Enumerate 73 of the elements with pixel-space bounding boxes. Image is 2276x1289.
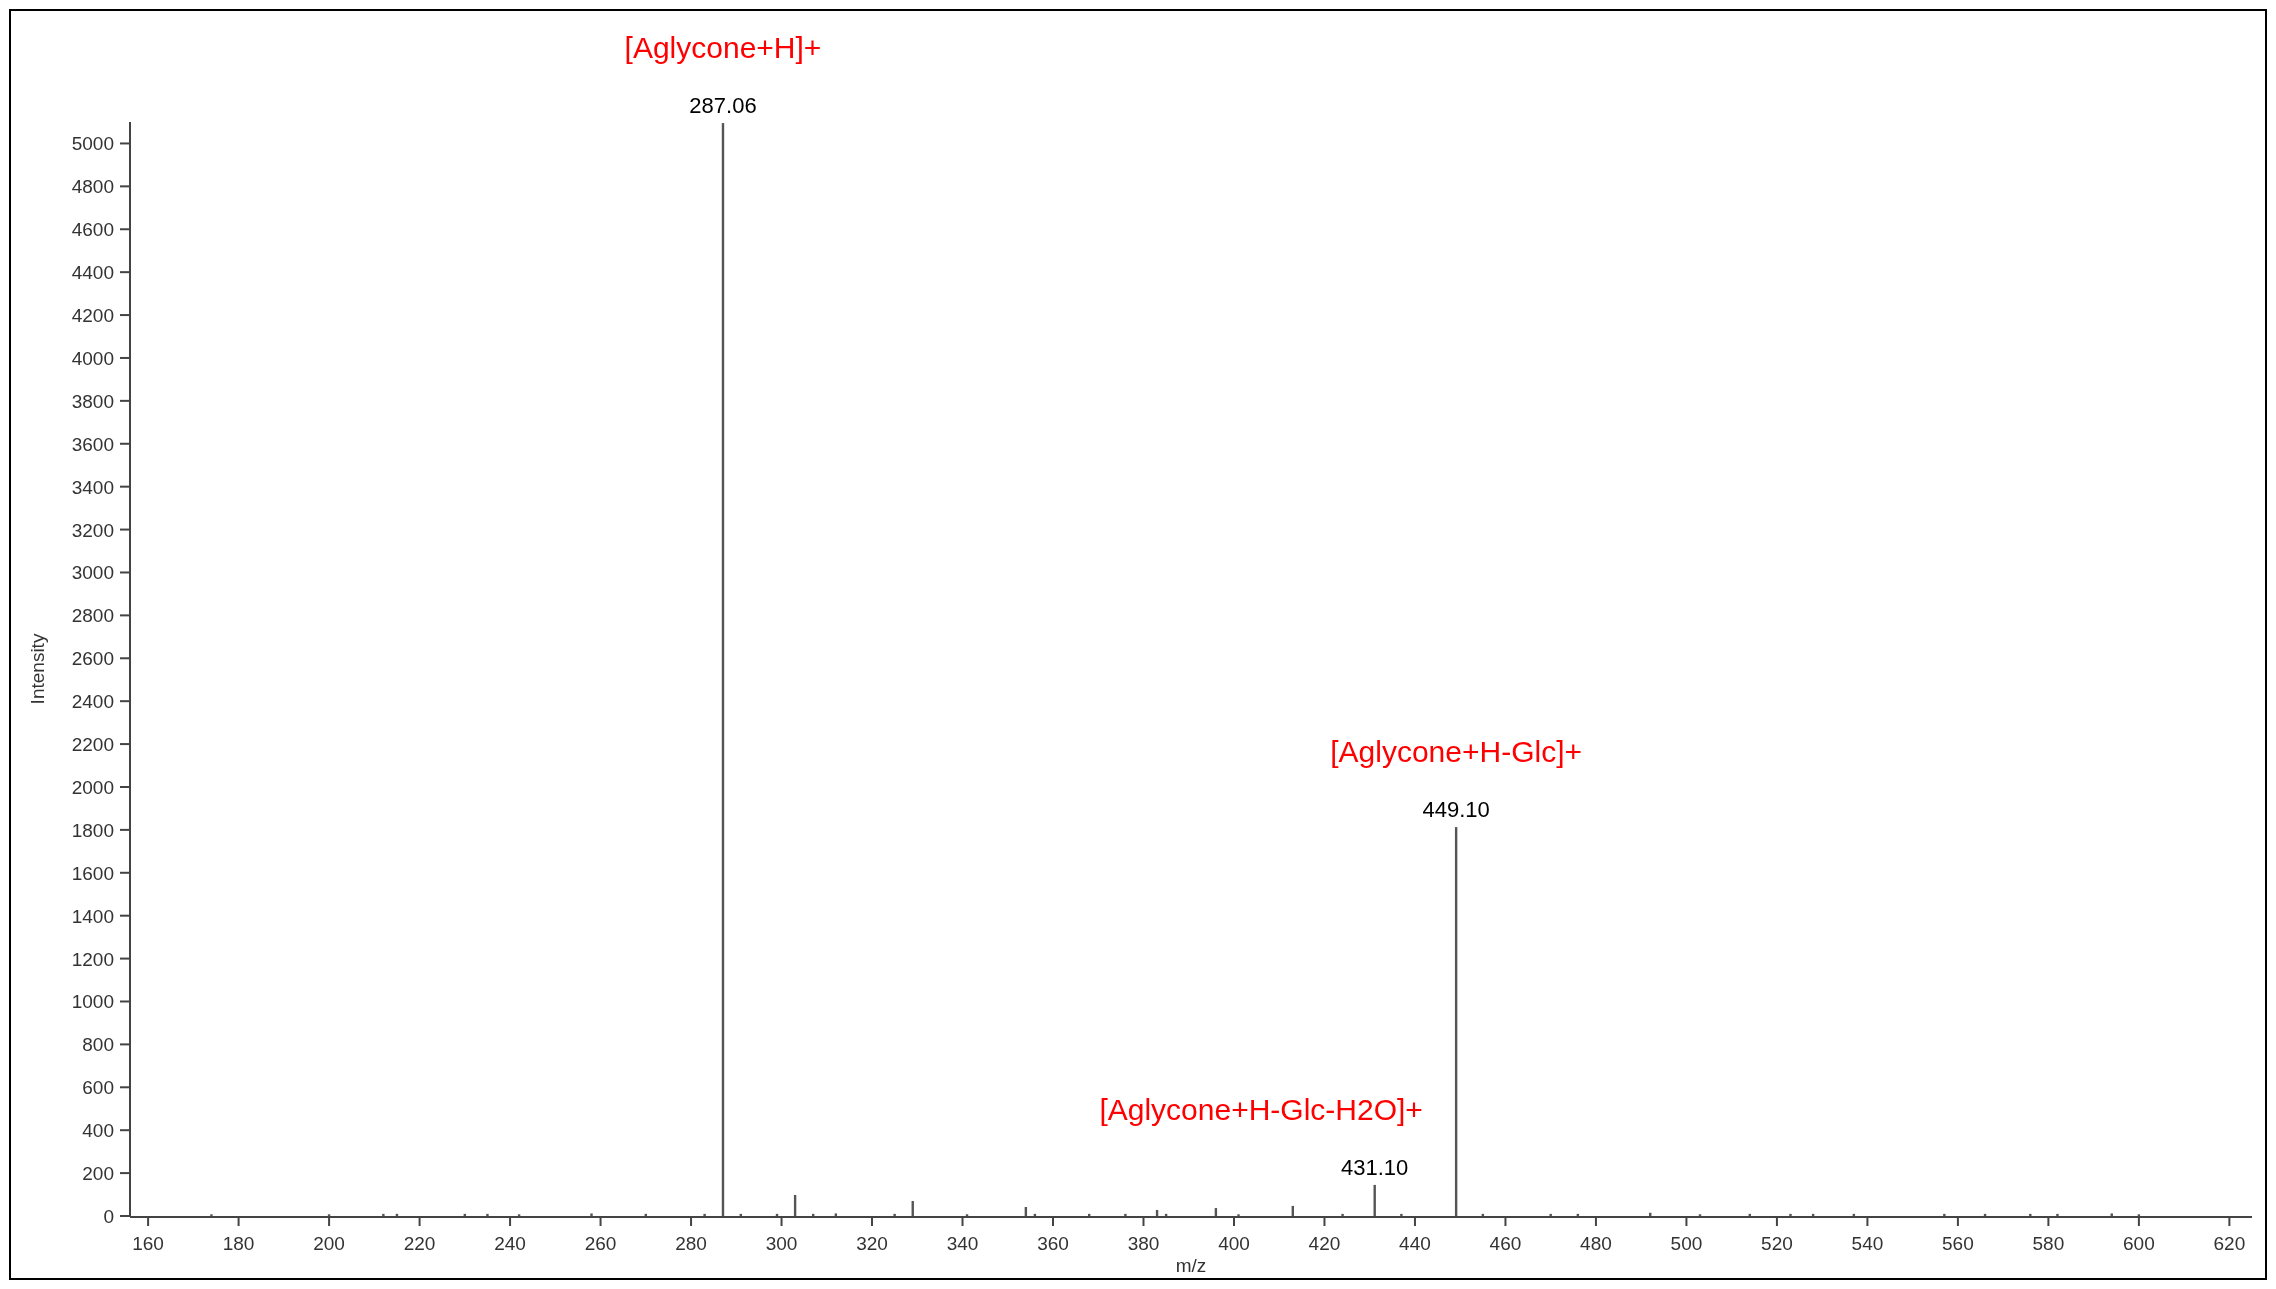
bar bbox=[382, 1213, 385, 1216]
y-tick-label: 1600 bbox=[71, 862, 114, 884]
y-tick-label: 600 bbox=[82, 1077, 114, 1099]
y-tick-label: 3400 bbox=[71, 476, 114, 498]
x-tick-label: 400 bbox=[1218, 1233, 1250, 1254]
bar bbox=[2056, 1213, 2059, 1216]
bar bbox=[1373, 1184, 1376, 1216]
bar bbox=[1549, 1213, 1552, 1216]
x-tick-label: 180 bbox=[222, 1233, 255, 1254]
x-tick-label: 500 bbox=[1670, 1233, 1703, 1254]
x-tick-label: 580 bbox=[2032, 1233, 2065, 1254]
x-tick-label: 200 bbox=[313, 1233, 345, 1254]
x-tick-label: 560 bbox=[1942, 1233, 1974, 1254]
y-tick-label: 2200 bbox=[71, 734, 114, 756]
x-tick-label: 520 bbox=[1761, 1233, 1793, 1254]
bar bbox=[834, 1213, 838, 1216]
x-tick-label: 220 bbox=[403, 1233, 436, 1254]
y-tick-label: 400 bbox=[82, 1120, 114, 1142]
x-tick-label: 240 bbox=[494, 1233, 526, 1254]
y-tick-label: 3200 bbox=[71, 519, 114, 541]
bar bbox=[893, 1213, 896, 1216]
y-tick-label: 1800 bbox=[71, 819, 114, 841]
y-tick-label: 1200 bbox=[71, 948, 114, 970]
y-tick-label: 800 bbox=[82, 1034, 114, 1056]
x-tick-label: 320 bbox=[856, 1233, 888, 1254]
y-tick-label: 4800 bbox=[71, 176, 114, 198]
y-tick-label: 4600 bbox=[71, 219, 114, 241]
y-tick-label: 4200 bbox=[71, 305, 114, 327]
x-tick-label: 440 bbox=[1399, 1233, 1431, 1254]
bar bbox=[486, 1213, 489, 1216]
x-tick-label: 420 bbox=[1308, 1233, 1341, 1254]
x-tick-label: 460 bbox=[1489, 1233, 1522, 1254]
x-tick-label: 600 bbox=[2123, 1233, 2155, 1254]
annotation: 287.06 bbox=[689, 93, 757, 119]
bar bbox=[1400, 1213, 1403, 1216]
x-tick-label: 360 bbox=[1037, 1233, 1069, 1254]
x-tick-label: 480 bbox=[1580, 1233, 1612, 1254]
y-axis-title: Intensity bbox=[27, 633, 48, 705]
x-tick-label: 260 bbox=[584, 1233, 617, 1254]
bar bbox=[590, 1213, 593, 1216]
y-tick-label: 2400 bbox=[71, 691, 114, 713]
x-tick-label: 160 bbox=[132, 1233, 164, 1254]
y-tick-label: 4400 bbox=[71, 262, 114, 284]
x-axis-title: m/z bbox=[1175, 1255, 1207, 1276]
bar bbox=[703, 1213, 706, 1216]
y-tick-label: 3000 bbox=[71, 562, 114, 584]
bar bbox=[2110, 1213, 2113, 1216]
annotation: 449.10 bbox=[1422, 797, 1490, 823]
y-tick-label: 1000 bbox=[71, 991, 114, 1013]
bar bbox=[1789, 1213, 1792, 1216]
y-tick-label: 3600 bbox=[71, 433, 114, 455]
x-tick-label: 340 bbox=[946, 1233, 979, 1254]
annotation: 431.10 bbox=[1341, 1154, 1409, 1180]
y-tick-label: 4000 bbox=[71, 347, 114, 369]
x-tick-label: 380 bbox=[1127, 1233, 1160, 1254]
bar bbox=[1943, 1213, 1946, 1216]
y-tick-label: 2800 bbox=[71, 605, 114, 627]
annotation: [Aglycone+H]+ bbox=[624, 31, 822, 65]
x-tick-label: 280 bbox=[675, 1233, 707, 1254]
y-tick-label: 1400 bbox=[71, 905, 114, 927]
y-tick-label: 200 bbox=[82, 1163, 114, 1185]
y-tick-label: 0 bbox=[103, 1206, 114, 1227]
y-tick-label: 2600 bbox=[71, 648, 114, 670]
x-tick-label: 620 bbox=[2213, 1233, 2246, 1254]
bar bbox=[1341, 1213, 1344, 1216]
x-tick-label: 540 bbox=[1851, 1233, 1884, 1254]
y-tick-label: 3800 bbox=[71, 390, 114, 412]
annotation: [Aglycone+H-Glc]+ bbox=[1330, 735, 1583, 769]
y-tick-label: 2000 bbox=[71, 776, 114, 798]
y-tick-label: 5000 bbox=[71, 133, 114, 155]
x-tick-label: 300 bbox=[765, 1233, 798, 1254]
bar bbox=[1124, 1213, 1127, 1216]
annotation: [Aglycone+H-Glc-H2O]+ bbox=[1099, 1092, 1423, 1126]
